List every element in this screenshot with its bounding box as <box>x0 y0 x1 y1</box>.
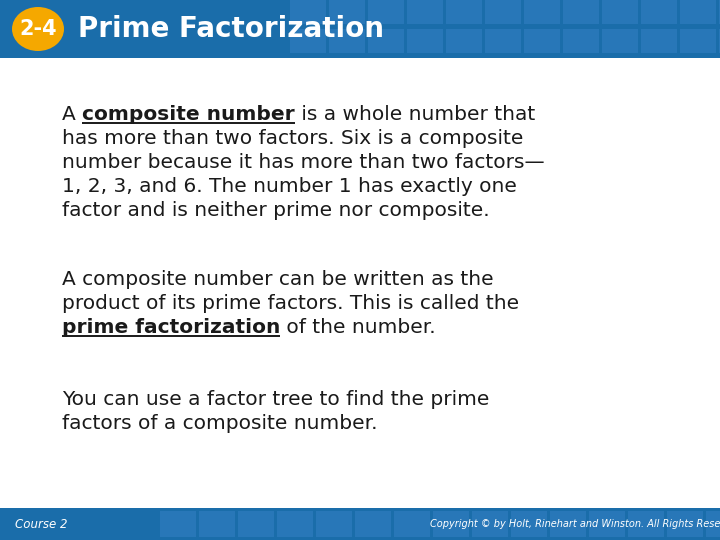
FancyBboxPatch shape <box>641 0 677 24</box>
Text: factors of a composite number.: factors of a composite number. <box>62 414 377 433</box>
Text: prime factorization: prime factorization <box>62 318 280 337</box>
Text: of the number.: of the number. <box>280 318 436 337</box>
Text: product of its prime factors. This is called the: product of its prime factors. This is ca… <box>62 294 519 313</box>
FancyBboxPatch shape <box>719 29 720 53</box>
FancyBboxPatch shape <box>368 0 404 24</box>
Text: You can use a factor tree to find the prime: You can use a factor tree to find the pr… <box>62 390 490 409</box>
Text: has more than two factors. Six is a composite: has more than two factors. Six is a comp… <box>62 129 523 148</box>
FancyBboxPatch shape <box>719 0 720 24</box>
FancyBboxPatch shape <box>160 511 196 537</box>
FancyBboxPatch shape <box>641 29 677 53</box>
Text: Prime Factorization: Prime Factorization <box>78 15 384 43</box>
FancyBboxPatch shape <box>511 511 547 537</box>
FancyBboxPatch shape <box>680 29 716 53</box>
Text: number because it has more than two factors—: number because it has more than two fact… <box>62 153 544 172</box>
FancyBboxPatch shape <box>563 29 599 53</box>
FancyBboxPatch shape <box>563 0 599 24</box>
FancyBboxPatch shape <box>277 511 313 537</box>
FancyBboxPatch shape <box>238 511 274 537</box>
FancyBboxPatch shape <box>0 508 720 540</box>
FancyBboxPatch shape <box>706 511 720 537</box>
FancyBboxPatch shape <box>680 0 716 24</box>
FancyBboxPatch shape <box>550 511 586 537</box>
FancyBboxPatch shape <box>290 29 326 53</box>
FancyBboxPatch shape <box>0 0 720 58</box>
FancyBboxPatch shape <box>368 29 404 53</box>
FancyBboxPatch shape <box>355 511 391 537</box>
FancyBboxPatch shape <box>446 29 482 53</box>
Text: A: A <box>62 105 82 124</box>
FancyBboxPatch shape <box>524 0 560 24</box>
FancyBboxPatch shape <box>485 29 521 53</box>
FancyBboxPatch shape <box>446 0 482 24</box>
Text: composite number: composite number <box>82 105 294 124</box>
FancyBboxPatch shape <box>602 29 638 53</box>
FancyBboxPatch shape <box>433 511 469 537</box>
Text: Copyright © by Holt, Rinehart and Winston. All Rights Reserved.: Copyright © by Holt, Rinehart and Winsto… <box>430 519 720 529</box>
Text: 1, 2, 3, and 6. The number 1 has exactly one: 1, 2, 3, and 6. The number 1 has exactly… <box>62 177 517 196</box>
FancyBboxPatch shape <box>485 0 521 24</box>
FancyBboxPatch shape <box>589 511 625 537</box>
Text: A composite number can be written as the: A composite number can be written as the <box>62 270 494 289</box>
FancyBboxPatch shape <box>329 29 365 53</box>
FancyBboxPatch shape <box>316 511 352 537</box>
FancyBboxPatch shape <box>628 511 664 537</box>
FancyBboxPatch shape <box>407 29 443 53</box>
FancyBboxPatch shape <box>602 0 638 24</box>
Text: Course 2: Course 2 <box>15 517 68 530</box>
FancyBboxPatch shape <box>199 511 235 537</box>
Text: 2-4: 2-4 <box>19 19 57 39</box>
FancyBboxPatch shape <box>667 511 703 537</box>
FancyBboxPatch shape <box>524 29 560 53</box>
Text: factor and is neither prime nor composite.: factor and is neither prime nor composit… <box>62 201 490 220</box>
FancyBboxPatch shape <box>407 0 443 24</box>
Ellipse shape <box>12 7 64 51</box>
FancyBboxPatch shape <box>329 0 365 24</box>
Text: is a whole number that: is a whole number that <box>294 105 535 124</box>
FancyBboxPatch shape <box>472 511 508 537</box>
FancyBboxPatch shape <box>290 0 326 24</box>
FancyBboxPatch shape <box>394 511 430 537</box>
